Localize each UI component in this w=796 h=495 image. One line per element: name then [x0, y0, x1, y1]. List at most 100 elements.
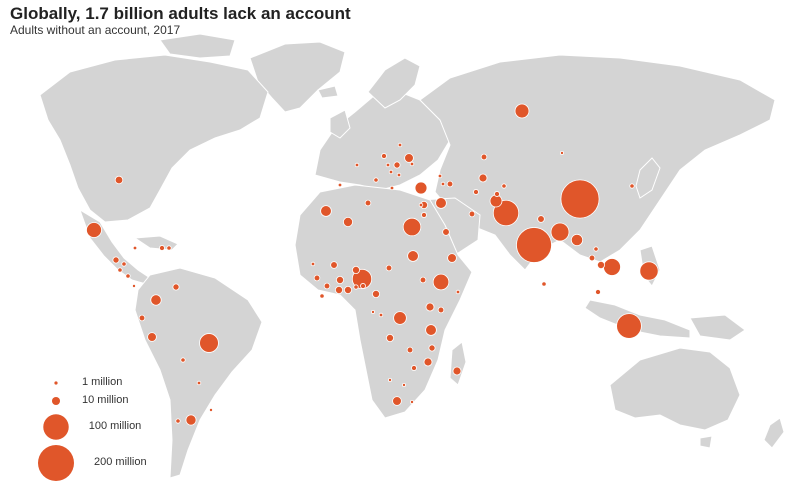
bubble-gabon	[370, 309, 375, 314]
bubble-paraguay	[196, 380, 202, 386]
bubble-chad	[385, 264, 393, 272]
bubble-mozambique	[423, 357, 433, 367]
bubble-el-salvador	[117, 267, 123, 273]
bubble-zambia	[406, 346, 414, 354]
bubble-peru	[147, 332, 157, 342]
bubble-sri-lanka	[541, 281, 547, 287]
bubble-mongolia	[560, 150, 565, 155]
bubble-mauritania	[310, 261, 316, 267]
bubble-uganda	[425, 302, 435, 312]
land-japan	[635, 157, 661, 199]
bubble-cote-d-ivoire	[334, 285, 343, 294]
bubble-ecuador	[138, 314, 146, 322]
land-new-zealand	[763, 417, 785, 449]
bubble-guatemala	[112, 256, 120, 264]
bubble-argentina	[185, 414, 197, 426]
bubble-bulgaria	[396, 172, 402, 178]
bubble-nicaragua	[125, 273, 131, 279]
bubble-iraq	[435, 197, 447, 209]
bubble-united-states	[114, 175, 124, 185]
bubble-saudi-arabia	[442, 228, 450, 236]
bubble-togo	[353, 284, 359, 290]
bubble-cambodia	[597, 260, 606, 269]
bubble-kazakhstan	[480, 153, 488, 161]
bubble-mexico	[86, 222, 102, 238]
legend-bubble-1-million	[54, 381, 58, 385]
bubble-layer	[86, 103, 659, 426]
legend-label-200-million: 200 million	[94, 456, 147, 468]
bubble-ethiopia	[432, 273, 450, 291]
legend-bubble-100-million	[43, 414, 69, 440]
bubble-thailand	[588, 254, 596, 262]
bubble-madagascar	[452, 366, 462, 376]
bubble-france	[354, 162, 360, 168]
bubble-georgia	[437, 173, 443, 179]
land-australia	[609, 347, 741, 431]
bubble-cameroon	[371, 289, 380, 298]
bubble-botswana	[401, 382, 406, 387]
bubble-iran	[468, 210, 476, 218]
bubble-algeria	[343, 217, 353, 227]
bubble-ghana	[343, 285, 352, 294]
bubble-south-africa	[392, 396, 402, 406]
legend-bubble-200-million	[38, 445, 74, 481]
bubble-lesotho	[409, 399, 414, 404]
bubble-brazil	[199, 333, 219, 353]
bubble-vietnam	[603, 258, 621, 276]
land-madagascar	[449, 341, 467, 386]
legend-label-10-million: 10 million	[82, 394, 129, 406]
legend-label-100-million: 100 million	[88, 420, 142, 432]
map-title: Globally, 1.7 billion adults lack an acc…	[10, 4, 351, 23]
bubble-russia	[514, 103, 530, 119]
bubble-china	[560, 179, 600, 219]
bubble-sudan	[407, 250, 419, 262]
bubble-malaysia	[595, 289, 601, 295]
bubble-cuba	[132, 245, 138, 251]
bubble-turkey	[414, 181, 428, 195]
bubble-moldova	[409, 161, 415, 167]
bubble-kyrgyzstan	[501, 183, 507, 189]
land-tasmania	[699, 435, 713, 449]
bubble-afghanistan	[489, 194, 503, 208]
bubble-colombia	[150, 294, 162, 306]
land-iceland	[317, 85, 339, 99]
land-uk	[329, 109, 351, 139]
bubble-burkina-faso	[335, 275, 344, 284]
bubble-congo	[378, 312, 384, 318]
bubble-romania	[393, 161, 401, 169]
bubble-benin	[360, 283, 366, 289]
bubble-serbia	[388, 169, 394, 175]
bubble-indonesia	[616, 313, 642, 339]
bubble-spain	[337, 182, 343, 188]
legend	[38, 381, 74, 481]
bubble-turkmenistan	[473, 189, 479, 195]
land-arctic-islands	[159, 33, 236, 59]
land-scandinavia	[367, 57, 421, 109]
bubble-sierra-leone	[319, 293, 325, 299]
bubble-jordan	[421, 212, 427, 218]
bubble-somalia	[455, 289, 461, 295]
bubble-lebanon	[418, 202, 424, 208]
bubble-greece	[389, 185, 395, 191]
bubble-dominican-republic	[166, 245, 172, 251]
legend-bubble-10-million	[51, 396, 61, 406]
bubble-poland	[381, 153, 387, 159]
bubble-namibia	[387, 377, 392, 382]
bubble-tanzania	[425, 324, 437, 336]
legend-label-1-million: 1 million	[82, 376, 123, 388]
land-south-america	[134, 267, 263, 479]
bubble-india	[516, 227, 552, 263]
bubble-ukraine	[404, 153, 414, 163]
bubble-armenia	[440, 181, 446, 187]
bubble-morocco	[320, 205, 332, 217]
land-new-guinea	[689, 314, 746, 341]
bubble-yemen	[447, 253, 457, 263]
bubble-niger	[351, 265, 360, 274]
bubble-angola	[385, 333, 394, 342]
bubble-philippines	[639, 261, 659, 281]
bubble-uzbekistan	[478, 173, 488, 183]
bubble-malawi	[428, 344, 436, 352]
bubble-uruguay	[208, 407, 213, 412]
bubble-bolivia	[180, 357, 186, 363]
